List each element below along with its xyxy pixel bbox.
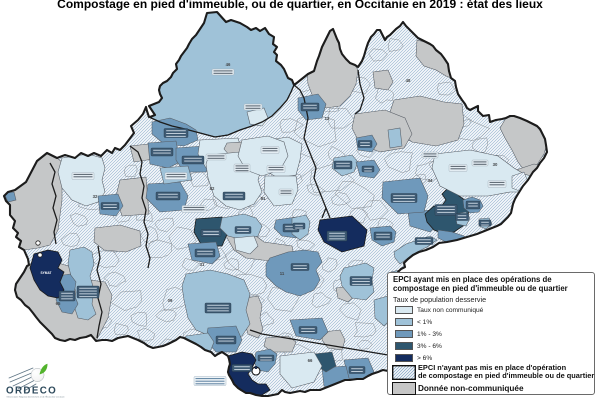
svg-text:ORDECO: ORDECO xyxy=(6,386,57,397)
svg-text:82: 82 xyxy=(210,186,215,191)
svg-text:09: 09 xyxy=(168,298,173,303)
svg-text:31: 31 xyxy=(200,262,205,267)
svg-text:30: 30 xyxy=(493,162,498,167)
svg-text:46: 46 xyxy=(226,62,231,67)
svg-text:34: 34 xyxy=(428,178,433,183)
svg-text:48: 48 xyxy=(406,78,411,83)
svg-text:81: 81 xyxy=(261,196,266,201)
svg-text:Observatoire Régional des Déch: Observatoire Régional des Déchets et de … xyxy=(7,395,66,398)
svg-text:32: 32 xyxy=(93,194,98,199)
svg-text:12: 12 xyxy=(325,116,330,121)
svg-text:11: 11 xyxy=(280,271,285,276)
svg-text:65: 65 xyxy=(56,301,61,306)
svg-text:SYMAT: SYMAT xyxy=(41,271,52,275)
svg-text:66: 66 xyxy=(308,358,313,363)
